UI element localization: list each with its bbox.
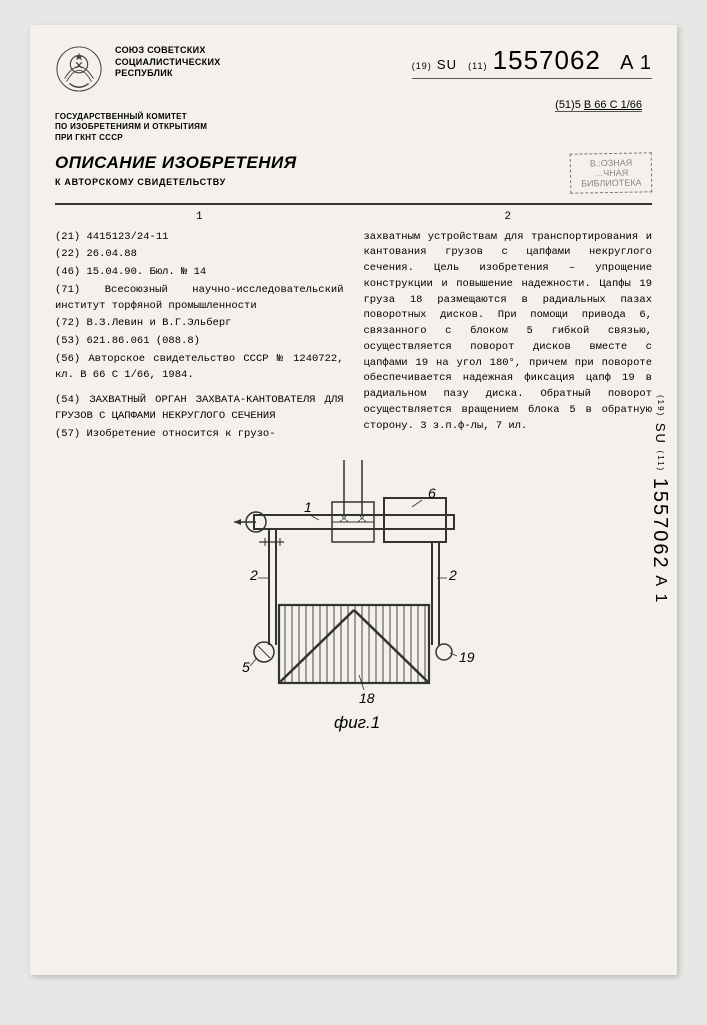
fig-label-5: 5 xyxy=(242,659,250,675)
divider xyxy=(55,203,652,205)
header-row: СОЮЗ СОВЕТСКИХ СОЦИАЛИСТИЧЕСКИХ РЕСПУБЛИ… xyxy=(55,45,652,93)
ipc-classification: (51)5 B 66 C 1/66 xyxy=(555,99,642,112)
biblio-columns: 1 (21) 4415123/24-11 (22) 26.04.88 (46) … xyxy=(55,209,652,445)
inid-54: (54) ЗАХВАТНЫЙ ОРГАН ЗАХВАТА-КАНТОВАТЕЛЯ… xyxy=(55,393,344,425)
issuer-name: СОЮЗ СОВЕТСКИХ СОЦИАЛИСТИЧЕСКИХ РЕСПУБЛИ… xyxy=(115,45,221,80)
ussr-emblem-icon xyxy=(55,45,103,93)
inid-71: (71) Всесоюзный научно-исследовательский… xyxy=(55,283,344,315)
abstract-text: захватным устройствам для транспортирова… xyxy=(364,230,653,435)
sub-title: К АВТОРСКОМУ СВИДЕТЕЛЬСТВУ xyxy=(55,177,297,187)
title-block: ОПИСАНИЕ ИЗОБРЕТЕНИЯ К АВТОРСКОМУ СВИДЕТ… xyxy=(55,153,297,187)
publication-number: (19) SU (11) 1557062 A 1 xyxy=(412,45,652,79)
inid-22: (22) 26.04.88 xyxy=(55,247,344,263)
figure-caption: фиг.1 xyxy=(334,713,380,732)
side-publication-number: (19) SU (11) 1557062 A 1 xyxy=(648,395,671,604)
fig-label-18: 18 xyxy=(359,690,375,706)
inid-53: (53) 621.86.061 (088.8) xyxy=(55,334,344,350)
fig-label-2b: 2 xyxy=(448,567,457,583)
inid-56: (56) Авторское свидетельство СССР № 1240… xyxy=(55,352,344,384)
inid-57: (57) Изобретение относится к грузо- xyxy=(55,427,344,443)
column-2: 2 захватным устройствам для транспортиро… xyxy=(364,209,653,445)
inid-72: (72) В.З.Левин и В.Г.Эльберг xyxy=(55,316,344,332)
fig-label-1: 1 xyxy=(304,499,312,515)
fig-label-6: 6 xyxy=(428,485,436,501)
fig-label-2a: 2 xyxy=(249,567,258,583)
committee-name: ГОСУДАРСТВЕННЫЙ КОМИТЕТ ПО ИЗОБРЕТЕНИЯМ … xyxy=(55,112,652,143)
fig-label-19: 19 xyxy=(459,649,475,665)
column-1: 1 (21) 4415123/24-11 (22) 26.04.88 (46) … xyxy=(55,209,344,445)
main-title: ОПИСАНИЕ ИЗОБРЕТЕНИЯ xyxy=(55,153,297,173)
figure-1: 1 6I'll recreate this Soviet patent docu… xyxy=(55,460,652,740)
inid-46: (46) 15.04.90. Бюл. № 14 xyxy=(55,265,344,281)
inid-21: (21) 4415123/24-11 xyxy=(55,230,344,246)
library-stamp: В.:ОЗНАЯ …ЧНАЯ БИБЛИОТЕКА xyxy=(569,152,652,193)
